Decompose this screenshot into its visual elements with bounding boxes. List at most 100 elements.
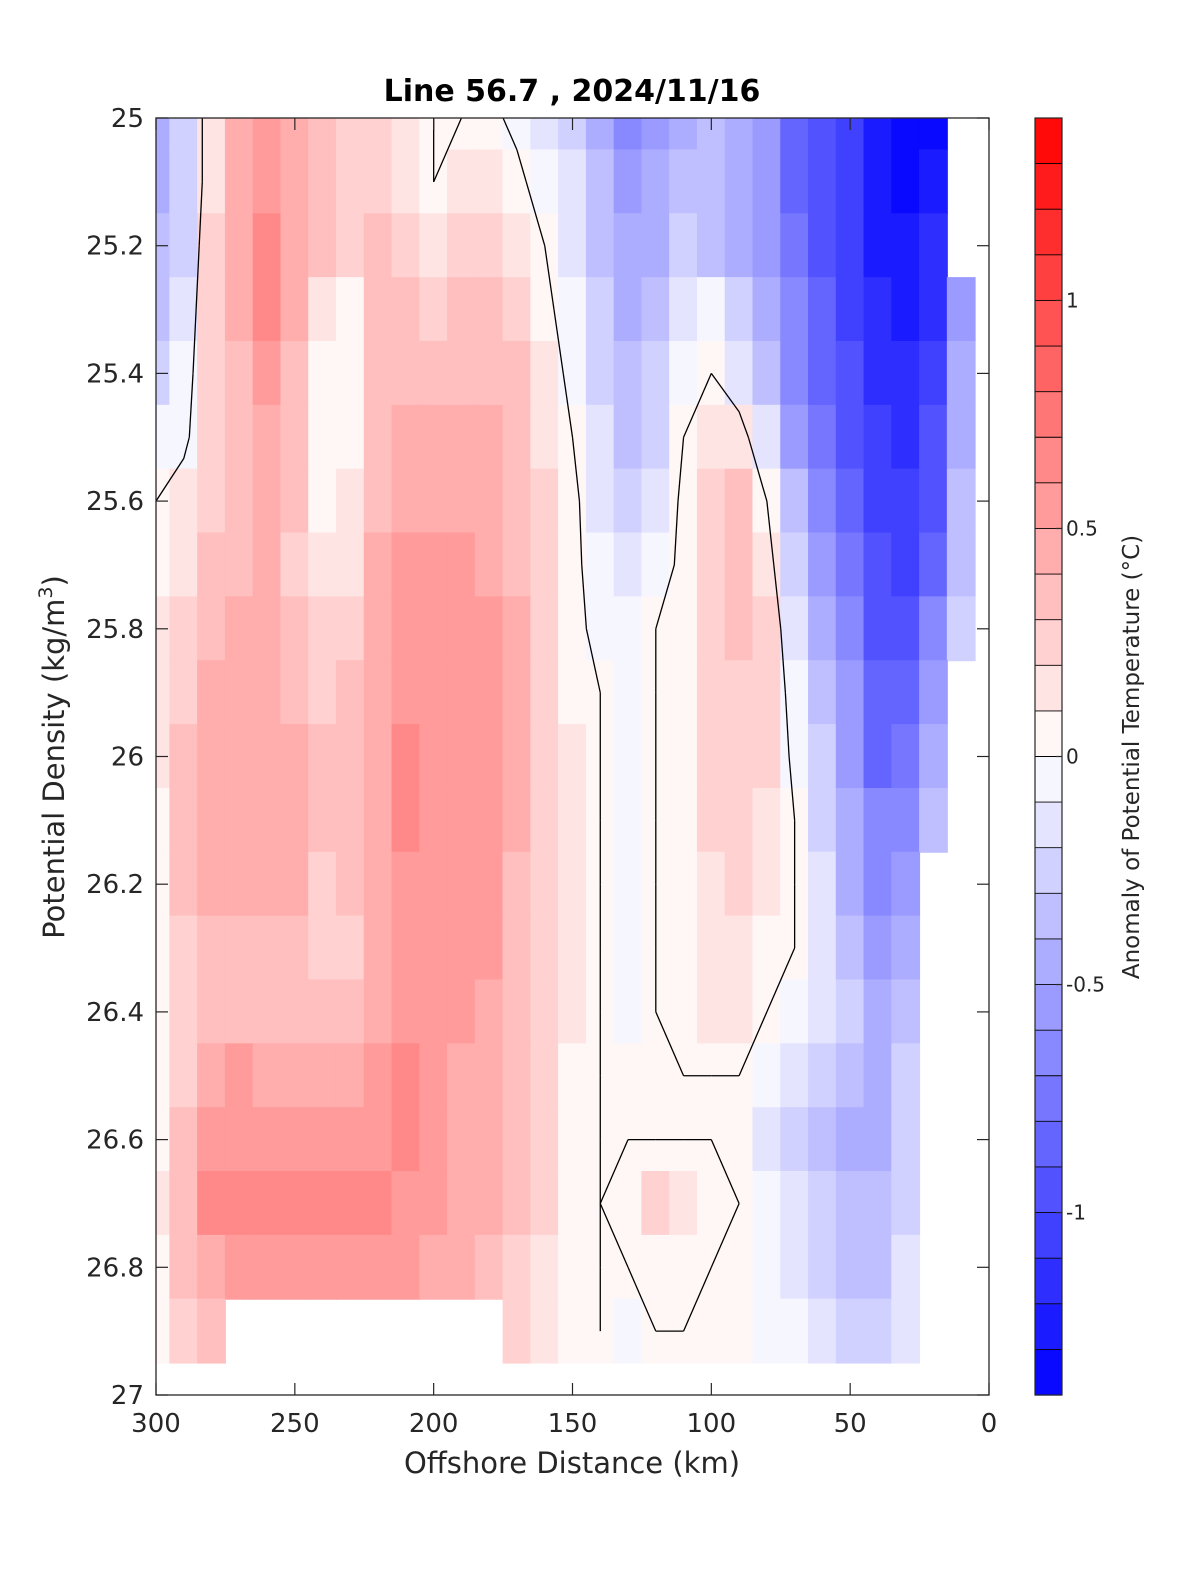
field-cell — [724, 660, 754, 726]
field-cell — [280, 277, 310, 342]
field-cell — [502, 277, 532, 342]
colorbar-band — [1035, 300, 1062, 347]
field-cell — [891, 915, 921, 981]
field-cell — [558, 979, 587, 1045]
field-cell — [252, 851, 282, 917]
y-tick-label: 26.4 — [86, 998, 144, 1028]
field-cell — [752, 724, 782, 789]
field-cell — [169, 1171, 199, 1236]
field-cell — [641, 277, 671, 342]
field-cell — [280, 532, 310, 598]
colorbar — [1035, 118, 1062, 1396]
field-cell — [447, 1171, 476, 1236]
field-cell — [156, 118, 171, 151]
field-cell — [252, 915, 282, 981]
colorbar-band — [1035, 893, 1062, 940]
field-cell — [919, 118, 948, 151]
field-cell — [502, 532, 532, 598]
field-cell — [780, 213, 810, 279]
field-cell — [197, 1234, 226, 1300]
field-cell — [169, 118, 199, 151]
field-cell — [558, 1298, 587, 1364]
field-cell — [419, 213, 449, 279]
zero-contour-segment — [710, 1139, 740, 1204]
field-cell — [391, 787, 421, 853]
field-cell — [308, 340, 337, 406]
colorbar-band — [1035, 1030, 1062, 1077]
field-cell — [724, 1298, 754, 1364]
field-cell — [780, 1107, 810, 1173]
zero-contour-segment — [571, 437, 581, 502]
field-cell — [752, 149, 782, 215]
field-cell — [502, 596, 532, 662]
field-cell — [863, 660, 893, 726]
field-cell — [613, 979, 643, 1045]
field-cell — [308, 596, 337, 662]
field-cell — [308, 1171, 337, 1236]
field-cell — [335, 118, 365, 151]
field-cell — [752, 1171, 782, 1236]
colorbar-band — [1035, 802, 1062, 849]
field-cell — [474, 1171, 504, 1236]
field-cell — [558, 724, 587, 789]
zero-contour-segment — [553, 309, 564, 374]
field-cell — [197, 1298, 226, 1364]
field-cell — [169, 724, 199, 789]
field-cell — [585, 404, 615, 470]
field-cell — [558, 787, 587, 853]
x-tick-label: 300 — [131, 1409, 181, 1439]
zero-contour-segment — [188, 373, 194, 438]
field-cell — [447, 340, 476, 406]
field-cell — [169, 915, 199, 981]
zero-contour-segment — [581, 564, 588, 629]
field-cell — [447, 596, 476, 662]
field-cell — [835, 1234, 865, 1300]
field-cell — [308, 851, 337, 917]
field-cell — [308, 1043, 337, 1109]
field-cell — [696, 660, 726, 726]
field-cell — [391, 277, 421, 342]
field-cell — [863, 596, 893, 662]
field-cell — [197, 1107, 226, 1173]
field-cell — [447, 118, 476, 151]
field-cell — [169, 1043, 199, 1109]
field-cell — [363, 340, 393, 406]
field-cell — [156, 1298, 171, 1364]
field-cell — [946, 340, 976, 406]
field-cell — [335, 596, 365, 662]
field-cell — [724, 1234, 754, 1300]
field-cell — [863, 118, 893, 151]
field-cell — [891, 787, 921, 853]
y-tick-label: 25.4 — [86, 359, 144, 389]
field-cell — [724, 213, 754, 279]
field-cell — [447, 149, 476, 215]
field-cell — [669, 277, 698, 342]
field-cell — [696, 149, 726, 215]
field-cell — [530, 979, 560, 1045]
field-cell — [363, 915, 393, 981]
field-cell — [224, 596, 254, 662]
field-cell — [280, 724, 310, 789]
field-cell — [197, 213, 226, 279]
field-cell — [502, 1107, 532, 1173]
field-cell — [669, 851, 698, 917]
field-cell — [363, 1043, 393, 1109]
x-tick-label: 50 — [834, 1409, 867, 1439]
field-cell — [419, 660, 449, 726]
field-cell — [419, 340, 449, 406]
field-cell — [280, 979, 310, 1045]
field-cell — [419, 979, 449, 1045]
field-cell — [613, 468, 643, 534]
zero-contour-segment — [738, 1011, 768, 1077]
field-cell — [641, 532, 671, 598]
field-cell — [724, 468, 754, 534]
field-cell — [169, 1107, 199, 1173]
field-cell — [808, 1171, 837, 1236]
field-cell — [502, 149, 532, 215]
field-cell — [780, 340, 810, 406]
field-cell — [752, 1298, 782, 1364]
field-cell — [224, 724, 254, 789]
zero-contour-segment — [780, 628, 787, 693]
field-cell — [780, 149, 810, 215]
field-cell — [335, 340, 365, 406]
